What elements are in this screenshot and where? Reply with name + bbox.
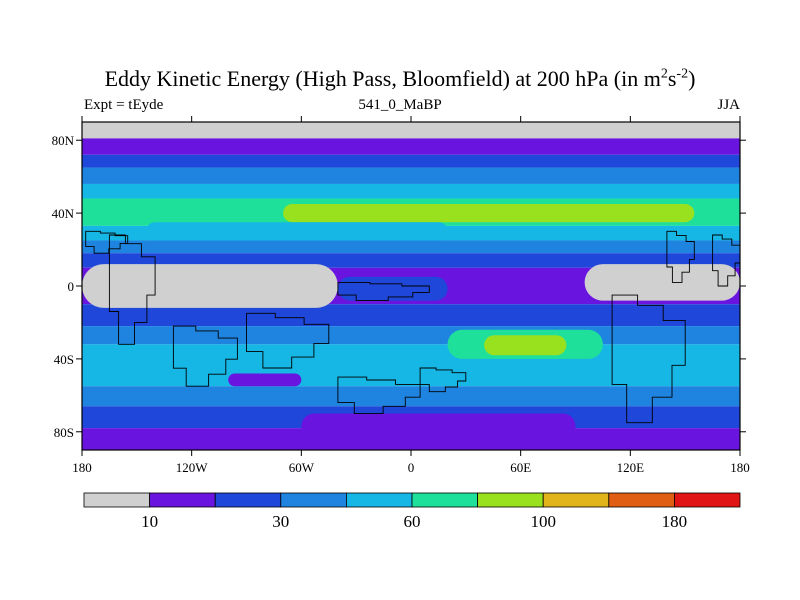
zonal-band-0 <box>82 122 740 139</box>
x-tick-label-2: 60W <box>289 460 315 475</box>
zonal-band-3 <box>82 167 740 184</box>
colorbar-swatch-9 <box>674 492 741 508</box>
coastline-1 <box>108 234 156 345</box>
coastline-4 <box>337 281 430 302</box>
colorbar-label-2: 60 <box>404 512 421 531</box>
field-bands <box>82 122 740 450</box>
field-patch-2 <box>484 335 567 356</box>
field-patch-5 <box>584 264 740 301</box>
chart-title-sup-a: 2 <box>660 66 668 82</box>
y-tick-label-2: 0 <box>68 279 75 294</box>
x-tick-label-1: 120W <box>176 460 209 475</box>
zonal-band-1 <box>82 138 740 155</box>
chart-title-mid: s <box>667 66 677 91</box>
chart-title-end: ) <box>688 66 696 91</box>
subtitle-left: Expt = tEyde <box>84 97 164 113</box>
x-tick-label-4: 60E <box>510 460 531 475</box>
field-patch-4 <box>82 264 338 308</box>
zonal-band-12 <box>82 344 740 387</box>
coastlines <box>85 230 740 424</box>
colorbar-swatch-5 <box>411 492 478 508</box>
colorbar-swatch-6 <box>477 492 544 508</box>
colorbar: 10 30 60 100 180 <box>83 492 741 531</box>
y-axis: 80N 40N 0 40S 80S <box>52 133 746 440</box>
zonal-band-13 <box>82 386 740 407</box>
field-patch-0 <box>283 204 695 223</box>
field-patch-7 <box>228 373 302 387</box>
coastline-3 <box>246 312 330 369</box>
coastline-8 <box>666 230 695 283</box>
x-tick-label-0: 180 <box>72 460 92 475</box>
zonal-band-7 <box>82 240 740 254</box>
chart-title-sup-b: -2 <box>676 66 689 82</box>
colorbar-swatch-3 <box>280 492 347 508</box>
colorbar-label-0: 10 <box>141 512 158 531</box>
subtitle-center: 541_0_MaBP <box>358 97 442 113</box>
y-tick-label-0: 80N <box>52 133 75 148</box>
x-tick-label-6: 180 <box>730 460 750 475</box>
coastline-0 <box>85 230 129 254</box>
field-patch-3 <box>145 222 448 241</box>
colorbar-swatch-4 <box>345 492 413 508</box>
zonal-band-2 <box>82 154 740 168</box>
subtitle-right: JJA <box>717 97 740 113</box>
chart-title-main: Eddy Kinetic Energy (High Pass, Bloomfie… <box>104 66 661 91</box>
x-tick-label-3: 0 <box>408 460 415 475</box>
y-tick-label-3: 40S <box>54 352 74 367</box>
coastline-2 <box>172 325 238 387</box>
colorbar-swatch-8 <box>608 492 675 508</box>
colorbar-swatch-1 <box>149 492 216 508</box>
x-axis: 180 120W 60W 0 60E 120E 180 <box>72 116 750 475</box>
chart-title: Eddy Kinetic Energy (High Pass, Bloomfie… <box>0 66 800 92</box>
zonal-band-4 <box>82 183 740 199</box>
zonal-band-11 <box>82 326 740 345</box>
y-tick-label-4: 80S <box>54 425 74 440</box>
coastline-6 <box>419 367 467 393</box>
coastline-9 <box>712 234 740 287</box>
colorbar-label-3: 100 <box>530 512 556 531</box>
y-tick-label-1: 40N <box>52 206 75 221</box>
field-patch-8 <box>301 413 576 440</box>
colorbar-swatch-7 <box>542 492 610 508</box>
coastline-7 <box>611 294 686 424</box>
coastline-5 <box>337 376 421 415</box>
colorbar-swatch-2 <box>214 492 282 508</box>
x-tick-label-5: 120E <box>617 460 645 475</box>
colorbar-label-1: 30 <box>272 512 289 531</box>
colorbar-label-4: 180 <box>662 512 688 531</box>
colorbar-swatch-0 <box>83 492 150 508</box>
